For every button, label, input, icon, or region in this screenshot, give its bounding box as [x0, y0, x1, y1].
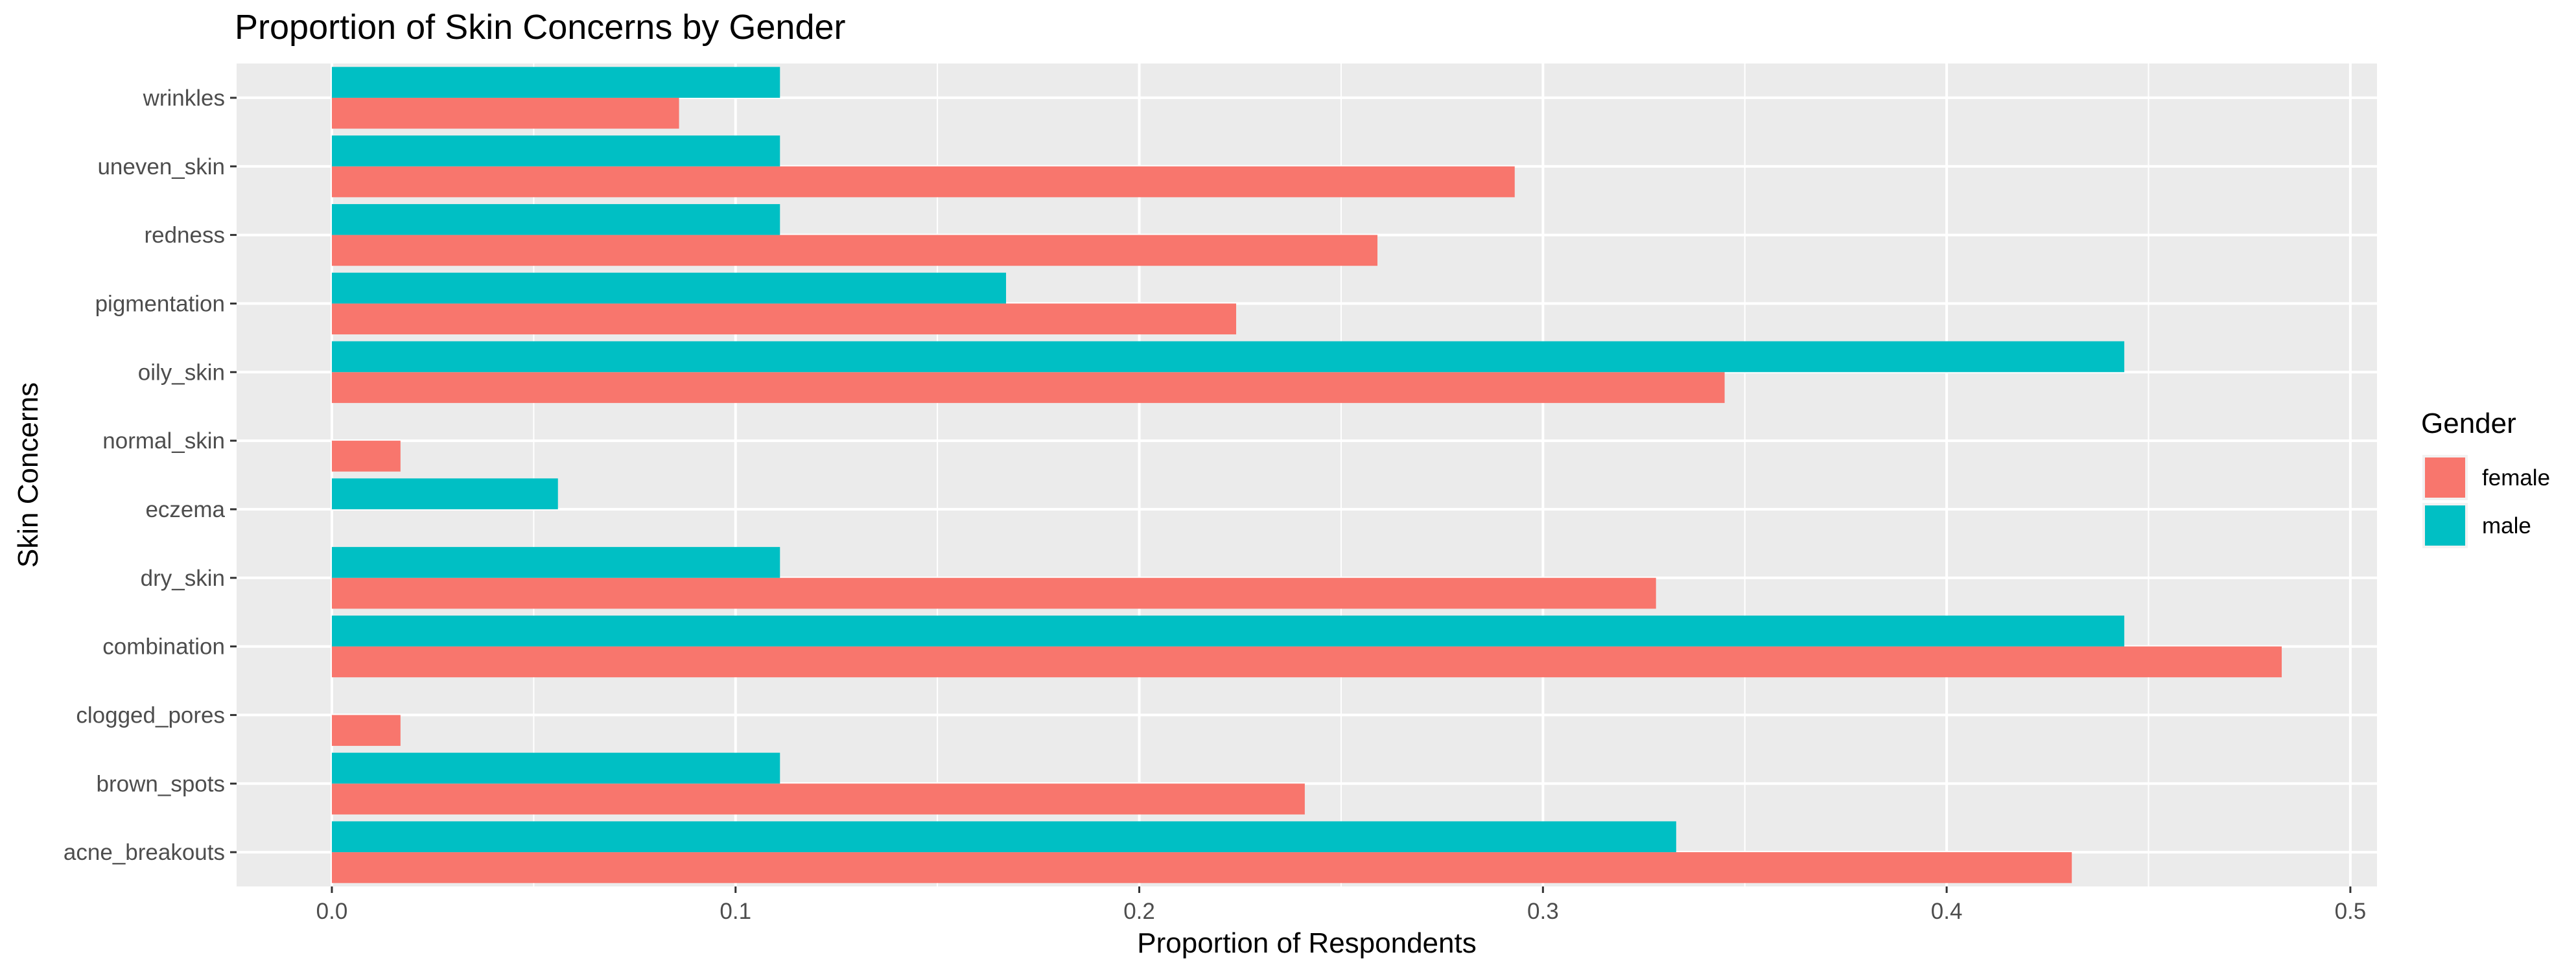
- x-tick-label: 0.2: [1123, 899, 1155, 924]
- legend: Gender female male: [2421, 408, 2550, 548]
- minor-gridlines: [533, 64, 2149, 886]
- y-tick-label: brown_spots: [97, 771, 225, 796]
- y-tick-label: eczema: [145, 497, 225, 522]
- bar-male-wrinkles: [331, 67, 780, 98]
- bar-male-acne_breakouts: [331, 821, 1676, 853]
- x-axis-title: Proportion of Respondents: [1137, 927, 1476, 959]
- legend-swatch-female: [2425, 457, 2465, 498]
- y-tick-label: normal_skin: [102, 428, 225, 454]
- x-axis: 0.0 0.1 0.2 0.3 0.4 0.5: [316, 886, 2367, 924]
- bar-male-eczema: [331, 478, 558, 509]
- x-tick-label: 0.3: [1527, 899, 1559, 924]
- bar-male-oily_skin: [331, 341, 2125, 373]
- x-tick-label: 0.4: [1931, 899, 1963, 924]
- bar-female-normal_skin: [331, 441, 401, 472]
- plot-panel: [237, 64, 2377, 886]
- y-axis: acne_breakouts brown_spots clogged_pores co…: [64, 86, 237, 865]
- y-tick-label: oily_skin: [138, 360, 225, 385]
- legend-swatch-male: [2425, 505, 2465, 546]
- x-tick-label: 0.5: [2335, 899, 2367, 924]
- x-tick-label: 0.1: [720, 899, 751, 924]
- y-axis-title: Skin Concerns: [12, 382, 44, 568]
- bar-female-dry_skin: [331, 577, 1656, 609]
- bar-female-uneven_skin: [331, 166, 1515, 198]
- y-tick-label: dry_skin: [141, 566, 225, 591]
- bar-female-combination: [331, 646, 2282, 678]
- bar-male-brown_spots: [331, 752, 780, 784]
- bar-female-oily_skin: [331, 372, 1725, 403]
- x-tick-label: 0.0: [316, 899, 348, 924]
- legend-label-male: male: [2482, 513, 2531, 538]
- bar-female-clogged_pores: [331, 715, 401, 746]
- bar-male-pigmentation: [331, 272, 1007, 304]
- bar-male-combination: [331, 615, 2125, 647]
- legend-title: Gender: [2421, 408, 2516, 439]
- y-tick-label: uneven_skin: [97, 154, 225, 179]
- legend-label-female: female: [2482, 465, 2550, 491]
- bar-male-uneven_skin: [331, 135, 780, 167]
- bar-female-acne_breakouts: [331, 852, 2072, 883]
- y-tick-label: pigmentation: [95, 291, 225, 316]
- y-tick-label: redness: [144, 223, 225, 248]
- bar-female-wrinkles: [331, 97, 679, 129]
- bars-group: [331, 67, 2282, 883]
- bar-female-brown_spots: [331, 783, 1305, 815]
- bar-female-pigmentation: [331, 303, 1237, 335]
- legend-keys: female male: [2422, 455, 2550, 548]
- y-tick-label: acne_breakouts: [64, 840, 225, 865]
- chart-title: Proportion of Skin Concerns by Gender: [235, 8, 846, 47]
- bar-female-redness: [331, 235, 1377, 266]
- y-tick-label: combination: [102, 634, 225, 660]
- bar-male-dry_skin: [331, 547, 780, 578]
- y-tick-label: clogged_pores: [76, 702, 225, 728]
- y-tick-label: wrinkles: [143, 86, 225, 111]
- bar-male-redness: [331, 203, 780, 235]
